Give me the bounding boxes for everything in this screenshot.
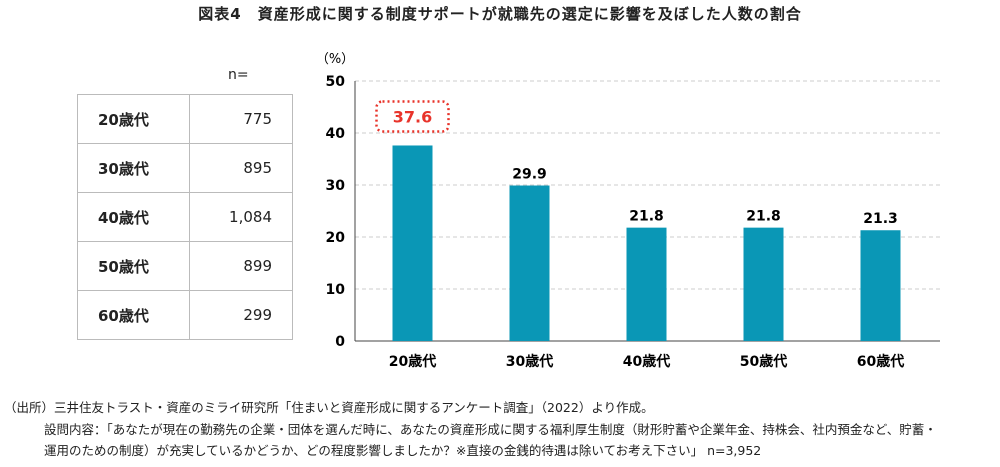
sample-size-value: 299 — [189, 290, 293, 340]
x-tick-label: 30歳代 — [506, 353, 553, 370]
highlight-box — [375, 100, 450, 133]
age-group-label: 40歳代 — [76, 192, 191, 242]
table-header-n: n= — [228, 67, 249, 83]
question-note-cont: 運用のための制度）が充実しているかどうか、どの程度影響しましたか？※直接の金銭的… — [44, 443, 762, 458]
x-tick-label: 60歳代 — [857, 353, 904, 370]
table-row: 50歳代 899 — [76, 241, 293, 291]
bar — [860, 230, 901, 341]
source-note: （出所）三井住友トラスト・資産のミライ研究所「住まいと資産形成に関するアンケート… — [4, 400, 654, 415]
x-tick-label: 50歳代 — [740, 353, 787, 370]
y-axis-label: （%） — [316, 52, 354, 67]
bar — [626, 227, 667, 341]
question-note: 設問内容：「あなたが現在の勤務先の企業・団体を選んだ時に、あなたの資産形成に関す… — [44, 422, 937, 437]
age-group-label: 30歳代 — [76, 143, 191, 193]
data-label: 21.3 — [863, 211, 898, 227]
bar — [392, 145, 433, 341]
table-row: 60歳代 299 — [76, 290, 293, 340]
sample-size-value: 895 — [189, 143, 293, 193]
sample-size-value: 899 — [189, 241, 293, 291]
data-label: 37.6 — [393, 107, 432, 126]
age-group-label: 20歳代 — [76, 94, 191, 144]
table-row: 40歳代 1,084 — [76, 192, 293, 242]
data-label: 29.9 — [512, 167, 547, 183]
age-group-label: 50歳代 — [76, 241, 191, 291]
chart-title: 図表4 資産形成に関する制度サポートが就職先の選定に影響を及ぼした人数の割合 — [198, 5, 802, 23]
y-tick-label: 40 — [326, 126, 346, 142]
y-tick-label: 20 — [326, 230, 346, 246]
data-label: 21.8 — [746, 209, 781, 225]
data-label: 21.8 — [629, 209, 664, 225]
bar-chart: （%） 0 10 20 30 40 50 20歳代 37.6 30歳代 29.9 40歳代 21.8 50… — [316, 52, 940, 370]
x-tick-label: 20歳代 — [389, 353, 436, 370]
sample-size-table: 20歳代 775 30歳代 895 40歳代 1,084 50歳代 899 60歳代 299 — [76, 94, 293, 340]
y-tick-label: 0 — [335, 334, 345, 350]
x-tick-label: 40歳代 — [623, 353, 670, 370]
table-row: 30歳代 895 — [76, 143, 293, 193]
table-row: 20歳代 775 — [76, 94, 293, 144]
age-group-label: 60歳代 — [76, 290, 191, 340]
y-tick-label: 30 — [326, 178, 346, 194]
bar — [743, 227, 784, 341]
y-tick-label: 50 — [326, 74, 346, 90]
sample-size-value: 1,084 — [189, 192, 293, 242]
bar — [509, 185, 550, 341]
y-tick-label: 10 — [326, 282, 346, 298]
